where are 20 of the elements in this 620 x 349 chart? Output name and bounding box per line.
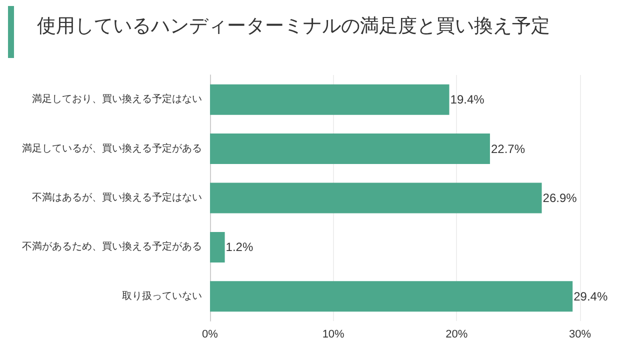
y-tick-label: 満足しており、買い換える予定はない [32, 93, 202, 106]
x-tick-label: 30% [568, 328, 592, 340]
bar [210, 84, 450, 115]
bar [210, 134, 490, 164]
data-label: 26.9% [542, 191, 578, 205]
bar [210, 232, 225, 262]
bar [210, 281, 573, 312]
x-tick-label: 0% [202, 328, 218, 340]
chart-title: 使用しているハンディーターミナルの満足度と買い換え予定 [37, 15, 550, 37]
y-tick-label: 取り扱っていない [122, 290, 202, 302]
data-label: 1.2% [226, 240, 254, 254]
data-label: 19.4% [450, 92, 485, 107]
x-tick-label: 20% [446, 328, 468, 340]
bar [210, 182, 542, 214]
data-label: 29.4% [574, 289, 608, 304]
y-tick-label: 不満があるため、買い換える予定がある [22, 240, 202, 253]
y-tick-label: 満足しているが、買い換える予定がある [22, 142, 202, 154]
y-tick-label: 不満はあるが、買い換える予定はない [32, 192, 202, 204]
x-tick-label: 10% [322, 328, 345, 340]
data-label: 22.7% [490, 142, 526, 156]
